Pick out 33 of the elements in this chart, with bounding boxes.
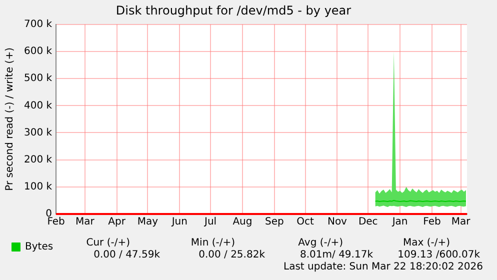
x-tick-label: May xyxy=(137,216,158,228)
x-tick-label: Jan xyxy=(391,216,408,228)
text: Last update: Sun Mar 22 18:20:02 2026 xyxy=(284,262,483,273)
y-tick-label: 200 k xyxy=(24,154,52,166)
chart-title: Disk throughput for /dev/md5 - by year xyxy=(116,3,352,18)
x-tick-label: Apr xyxy=(108,216,126,228)
x-tick-label: Mar xyxy=(75,216,96,228)
y-tick-label: 400 k xyxy=(24,100,52,112)
x-tick-label: Jun xyxy=(170,216,188,228)
x-tick-label: Sep xyxy=(264,216,284,228)
y-tick-label: 100 k xyxy=(24,182,52,193)
x-tick-label: Oct xyxy=(296,216,314,228)
text: Cur (-/+) xyxy=(86,238,130,249)
x-tick-label: Dec xyxy=(358,216,378,228)
x-tick-label: Mar xyxy=(451,216,472,228)
text: 0.00 / 47.59k xyxy=(94,250,160,261)
text: 109.13 /600.07k xyxy=(398,250,480,261)
legend-label: Bytes xyxy=(25,242,54,253)
x-tick-label: Nov xyxy=(327,216,348,228)
text: 0.00 / 25.82k xyxy=(198,250,266,261)
x-tick-label: Jul xyxy=(204,216,217,228)
y-tick-label: 700 k xyxy=(24,18,52,30)
y-tick-label: 600 k xyxy=(24,46,52,58)
y-axis-title: Pr second read (-) / write (+) xyxy=(4,47,16,191)
text: Avg (-/+) xyxy=(298,238,344,249)
text: Min (-/+) xyxy=(190,238,236,249)
y-tick-label: 300 k xyxy=(24,127,52,138)
x-tick-label: Feb xyxy=(423,216,441,228)
y-tick-label: 500 k xyxy=(24,73,52,84)
x-tick-label: Feb xyxy=(47,216,65,228)
text: 8.01m/ 49.17k xyxy=(300,250,374,261)
x-tick-label: Aug xyxy=(232,216,252,228)
text: Max (-/+) xyxy=(402,238,450,249)
